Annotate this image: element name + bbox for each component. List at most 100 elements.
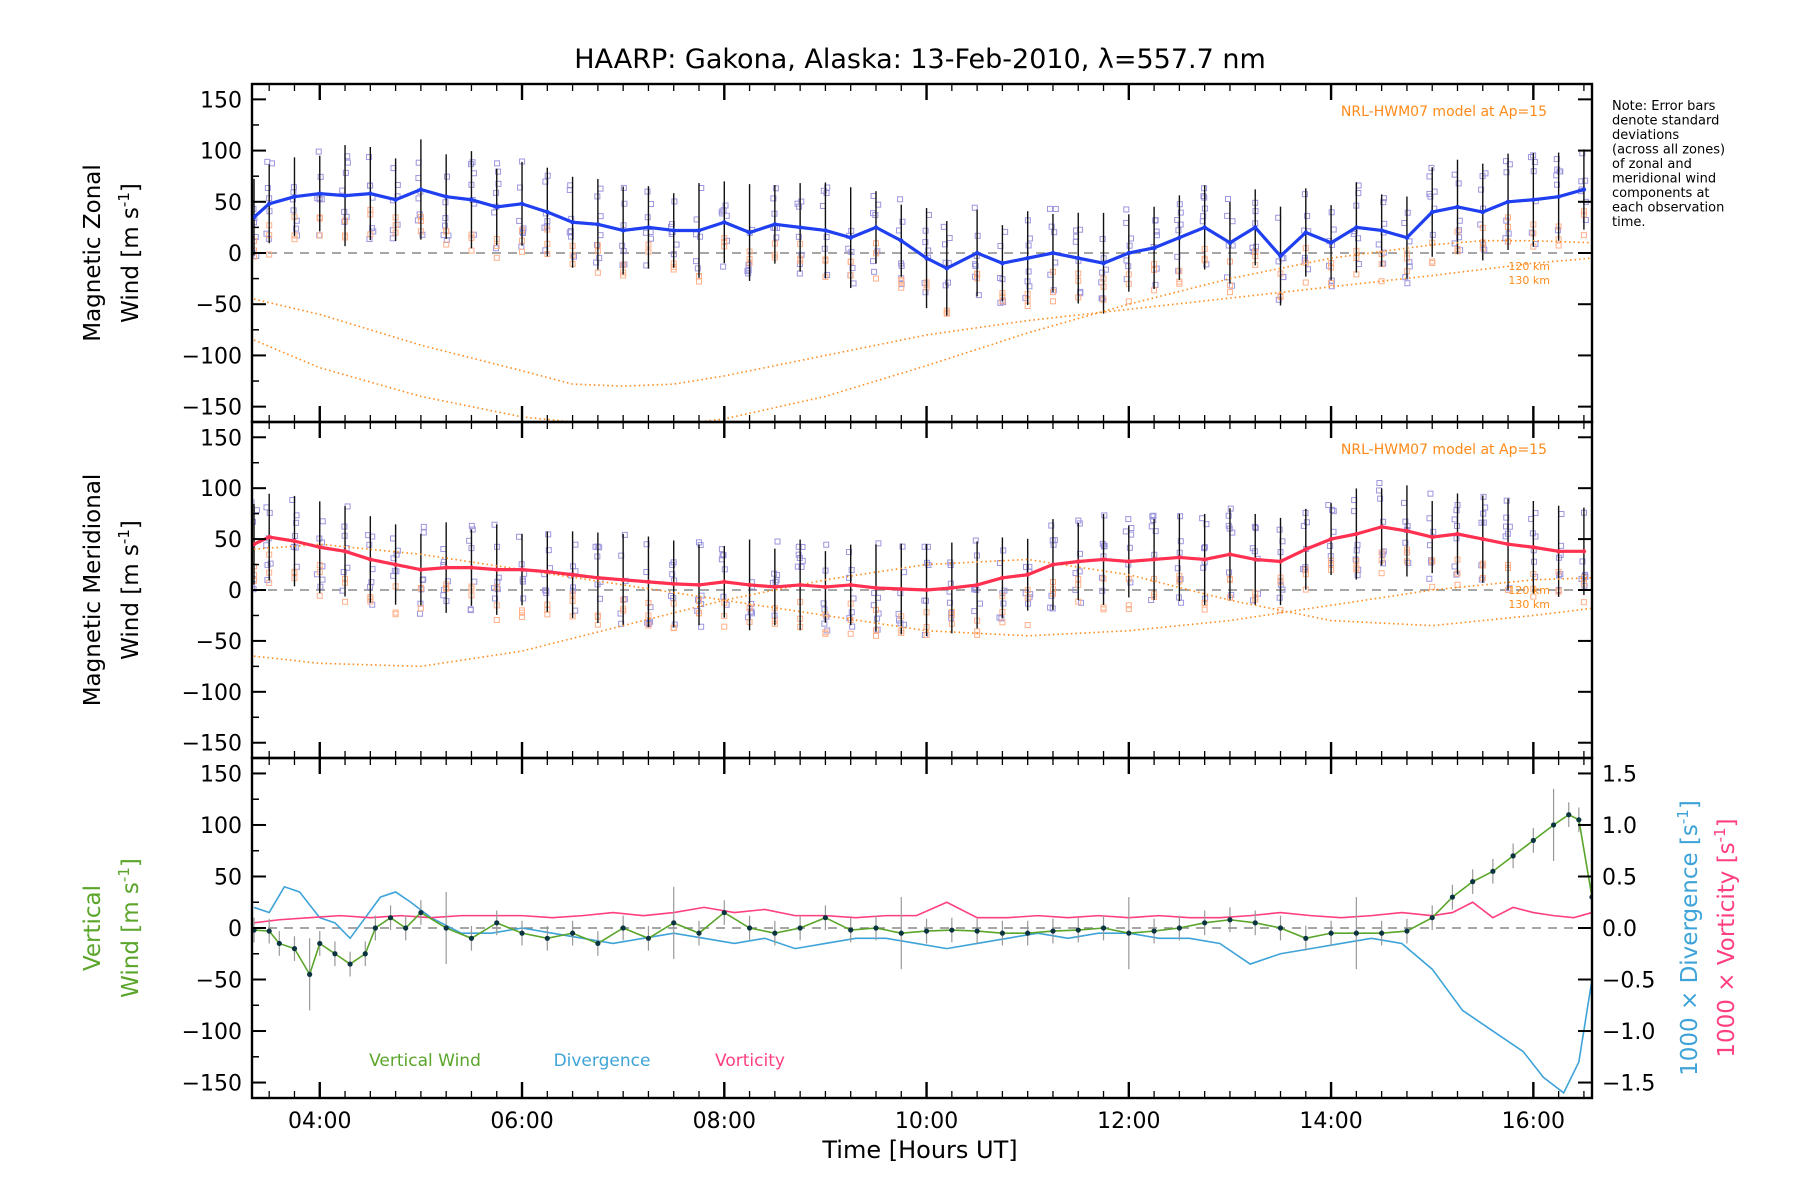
note-line: each observation	[1612, 201, 1724, 216]
sample-marker	[899, 543, 906, 550]
zone-marker	[1100, 606, 1107, 613]
sample-marker	[1303, 519, 1310, 526]
zone-marker	[266, 579, 273, 586]
sample-marker	[1582, 573, 1589, 580]
meridional-point	[1202, 557, 1207, 562]
zone-marker	[519, 609, 526, 616]
vertical-wind-point	[1303, 935, 1309, 941]
vertical-wind-point	[1530, 837, 1536, 844]
sample-marker	[444, 578, 451, 585]
zone-marker	[392, 609, 399, 616]
zone-marker	[594, 269, 601, 276]
vertical-wind-point	[332, 951, 338, 957]
x-tick-label: 10:00	[895, 1109, 958, 1134]
zonal-point	[1379, 228, 1384, 233]
sample-marker	[264, 158, 271, 165]
plot-area	[252, 479, 1592, 668]
model-130km-line	[253, 239, 1592, 422]
sample-marker	[1375, 241, 1382, 248]
sample-marker	[516, 533, 523, 540]
model-alt-label: 130 km	[1508, 598, 1550, 611]
zonal-point	[469, 197, 474, 202]
meridional-point	[266, 534, 272, 540]
sample-marker	[773, 234, 780, 241]
sample-marker	[871, 268, 878, 275]
y2-tick-label: −1.0	[1602, 1020, 1655, 1045]
sample-marker	[1125, 516, 1132, 523]
zone-marker	[822, 630, 829, 637]
zonal-point	[1177, 235, 1182, 240]
meridional-point	[1556, 549, 1561, 554]
zonal-point	[1556, 194, 1561, 199]
vertical-wind-point	[468, 935, 475, 941]
meridional-point	[443, 565, 449, 570]
sample-marker	[1503, 169, 1510, 176]
sample-marker	[795, 233, 802, 240]
y-tick-label: 150	[200, 426, 242, 451]
zonal-point	[1076, 255, 1081, 261]
sample-marker	[415, 175, 422, 182]
zonal-point	[722, 220, 727, 225]
sample-marker	[823, 541, 830, 548]
y-axis-label-line2: Wind [m s-1]	[115, 858, 144, 998]
meridional-point	[317, 545, 322, 550]
meridional-point	[1227, 552, 1233, 557]
zonal-point	[1227, 240, 1233, 245]
zone-marker	[519, 613, 526, 620]
vertical-wind-point	[620, 925, 626, 931]
zone-marker	[1353, 271, 1360, 278]
zonal-point	[595, 222, 601, 227]
vertical-wind-point	[1328, 930, 1334, 936]
sample-marker	[366, 541, 373, 548]
zonal-point	[342, 193, 348, 198]
vertical-wind-point	[1100, 925, 1107, 931]
sample-marker	[1150, 512, 1157, 519]
sample-marker	[897, 196, 904, 203]
zonal-point	[317, 191, 322, 196]
zonal-point	[1151, 245, 1157, 251]
note-line: deviations	[1612, 128, 1679, 143]
meridional-point	[671, 581, 676, 587]
zonal-point	[519, 201, 525, 207]
y-tick-label: −100	[182, 681, 242, 706]
sample-marker	[1149, 513, 1156, 520]
sample-marker	[1404, 280, 1411, 287]
vertical-wind-point	[276, 940, 282, 947]
sample-marker	[669, 571, 676, 578]
zone-marker	[999, 619, 1006, 626]
sample-marker	[1557, 168, 1564, 175]
sample-marker	[1000, 547, 1007, 554]
vertical-wind-point	[1379, 930, 1385, 936]
zone-marker	[847, 630, 854, 637]
sample-marker	[572, 541, 579, 548]
sample-marker	[947, 559, 954, 566]
sample-marker	[1128, 525, 1135, 532]
sample-marker	[1301, 191, 1308, 198]
meridional-point	[545, 569, 550, 574]
vertical-wind-point	[519, 930, 525, 936]
y-tick-label: 50	[214, 865, 242, 890]
sample-marker	[798, 251, 805, 258]
sample-marker	[545, 547, 552, 554]
model-alt-label: 120 km	[1508, 260, 1550, 273]
zonal-point	[292, 194, 297, 199]
sample-marker	[846, 615, 853, 622]
sample-marker	[469, 159, 476, 166]
sample-marker	[1025, 242, 1032, 249]
sample-marker	[315, 148, 322, 155]
zonal-point	[1303, 230, 1308, 235]
vertical-wind-point	[1353, 930, 1359, 936]
sample-marker	[495, 180, 502, 187]
sample-marker	[1048, 223, 1055, 230]
vertical-wind-point	[1510, 853, 1516, 859]
sample-marker	[1199, 515, 1206, 522]
x-tick-label: 12:00	[1097, 1109, 1160, 1134]
sample-marker	[267, 560, 274, 567]
vertical-wind-point	[1277, 925, 1284, 931]
sample-marker	[1451, 516, 1458, 523]
sample-marker	[693, 258, 700, 265]
sample-marker	[319, 576, 326, 583]
sample-marker	[823, 613, 830, 620]
sample-marker	[319, 518, 326, 525]
meridional-point	[974, 582, 980, 588]
